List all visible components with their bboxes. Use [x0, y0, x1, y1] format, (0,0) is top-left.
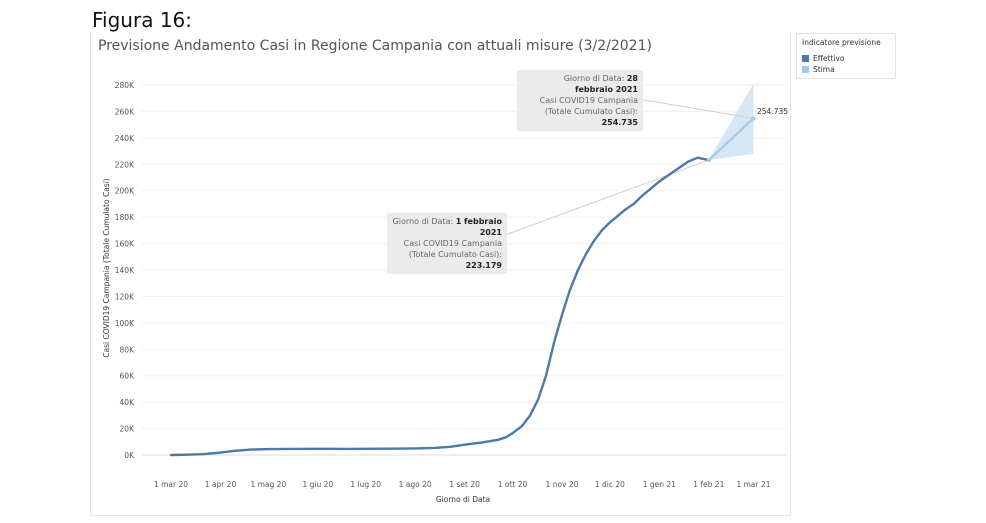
- chart-title: Previsione Andamento Casi in Regione Cam…: [98, 38, 652, 54]
- x-tick-label: 1 feb 21: [693, 480, 724, 489]
- legend: Indicatore previsione Effettivo Stima: [796, 33, 896, 79]
- x-tick-label: 1 ott 20: [498, 480, 528, 489]
- y-tick-label: 180K: [115, 213, 135, 222]
- frame-left: [90, 32, 91, 516]
- y-tick-label: 220K: [115, 160, 135, 169]
- y-axis-ticks: 0K 20K 40K 60K 80K 100K 120K 140K 160K 180K 200K 22…: [115, 81, 135, 460]
- tooltip-forecast-date-prefix: Giorno di Data:: [563, 74, 627, 83]
- series-marks: [169, 83, 756, 457]
- x-tick-label: 1 mag 20: [250, 480, 286, 489]
- x-tick-label: 1 giu 20: [302, 480, 333, 489]
- point-forecast-end: [751, 116, 756, 121]
- tooltip-actual-measure-2: (Totale Cumulato Casi):: [408, 250, 502, 259]
- y-tick-label: 60K: [120, 372, 136, 381]
- tooltip-forecast-date: 28: [626, 74, 638, 83]
- y-tick-label: 100K: [115, 319, 135, 328]
- y-tick-label: 140K: [115, 266, 135, 275]
- tooltip-actual: Giorno di Data: 1 febbraio 2021 Casi COV…: [387, 213, 507, 274]
- tooltip-actual-date-cont: 2021: [479, 228, 502, 237]
- tooltip-actual-date: 1 febbraio: [455, 217, 502, 226]
- tooltip-forecast-measure-2: (Totale Cumulato Casi):: [544, 107, 638, 116]
- figure-label: Figura 16:: [92, 8, 192, 32]
- y-tick-label: 200K: [115, 187, 135, 196]
- tooltip-actual-value: 223.179: [465, 261, 502, 270]
- y-tick-label: 80K: [120, 345, 136, 354]
- series-line-stima: [708, 117, 755, 161]
- frame-bottom: [90, 515, 790, 516]
- legend-item-effettivo[interactable]: Effettivo: [802, 54, 845, 63]
- frame-right: [790, 32, 791, 516]
- x-tick-label: 1 gen 21: [643, 480, 676, 489]
- tooltip-actual-measure: Casi COVID19 Campania: [403, 239, 502, 248]
- legend-label-stima: Stima: [813, 65, 835, 74]
- tooltip-actual-date-prefix: Giorno di Data:: [392, 217, 456, 226]
- legend-label-effettivo: Effettivo: [813, 54, 845, 63]
- y-tick-label: 260K: [115, 107, 135, 116]
- forecast-confidence-band: [708, 83, 754, 161]
- legend-swatch-effettivo: [802, 55, 809, 62]
- y-axis-label: Casi COVID19 Campania (Totale Cumulato C…: [102, 178, 111, 357]
- y-tick-label: 0K: [124, 451, 135, 460]
- forecast-end-label: 254.735: [757, 107, 788, 116]
- legend-swatch-stima: [802, 66, 809, 73]
- grid: [142, 84, 786, 456]
- tooltip-actual-leader: [496, 159, 709, 239]
- x-tick-label: 1 apr 20: [205, 480, 237, 489]
- tooltip-forecast-date-cont: febbraio 2021: [575, 85, 638, 94]
- x-tick-label: 1 mar 20: [154, 480, 188, 489]
- tooltip-forecast-leader: [632, 97, 754, 119]
- y-tick-label: 20K: [120, 425, 136, 434]
- x-tick-label: 1 set 20: [449, 480, 480, 489]
- x-tick-label: 1 nov 20: [546, 480, 579, 489]
- series-line-effettivo: [169, 156, 710, 457]
- x-tick-label: 1 lug 20: [350, 480, 381, 489]
- tooltip-forecast: Giorno di Data: 28 febbraio 2021 Casi CO…: [517, 70, 643, 131]
- x-tick-label: 1 dic 20: [595, 480, 625, 489]
- y-tick-label: 240K: [115, 134, 135, 143]
- x-axis-ticks: 1 mar 20 1 apr 20 1 mag 20 1 giu 20 1 lug 20…: [154, 480, 771, 489]
- legend-title: Indicatore previsione: [802, 38, 881, 47]
- x-tick-label: 1 mar 21: [736, 480, 770, 489]
- tooltip-forecast-measure: Casi COVID19 Campania: [539, 96, 638, 105]
- y-tick-label: 120K: [115, 292, 135, 301]
- x-axis-label: Giorno di Data: [436, 495, 490, 504]
- y-tick-label: 280K: [115, 81, 135, 90]
- tooltip-forecast-value: 254.735: [601, 118, 638, 127]
- y-tick-label: 40K: [120, 398, 136, 407]
- y-tick-label: 160K: [115, 240, 135, 249]
- legend-item-stima[interactable]: Stima: [802, 65, 835, 74]
- point-actual-end: [706, 158, 711, 163]
- x-tick-label: 1 ago 20: [399, 480, 432, 489]
